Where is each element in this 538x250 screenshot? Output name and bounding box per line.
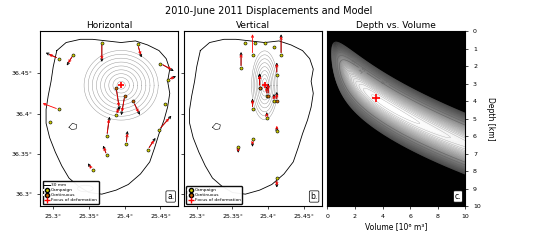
- Text: 5.5: 5.5: [352, 56, 361, 65]
- Title: Depth vs. Volume: Depth vs. Volume: [357, 22, 436, 30]
- Text: 4.5: 4.5: [380, 78, 390, 86]
- Title: Vertical: Vertical: [236, 22, 270, 30]
- Text: 2010-June 2011 Displacements and Model: 2010-June 2011 Displacements and Model: [165, 6, 373, 16]
- Text: c.: c.: [455, 192, 461, 201]
- X-axis label: Volume [10⁶ m³]: Volume [10⁶ m³]: [365, 222, 428, 231]
- Legend: Campaign, Continuous, Focus of deformation: Campaign, Continuous, Focus of deformati…: [186, 186, 242, 204]
- Text: 3.5: 3.5: [358, 66, 367, 74]
- Text: a.: a.: [167, 192, 174, 201]
- Legend: 30 mm, Campaign, Continuous, Focus of deformation: 30 mm, Campaign, Continuous, Focus of de…: [43, 181, 99, 204]
- Text: b.: b.: [310, 192, 318, 201]
- Y-axis label: Depth [km]: Depth [km]: [486, 97, 494, 140]
- Title: Horizontal: Horizontal: [86, 22, 132, 30]
